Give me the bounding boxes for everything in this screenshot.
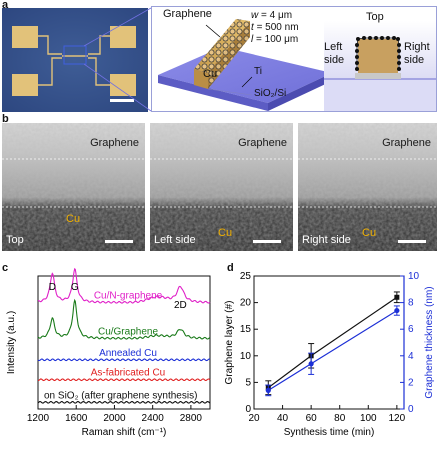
tem-image-right-side: Graphene Cu Right side (298, 123, 437, 251)
y-right-tick-label: 6 (408, 324, 414, 335)
spectrum-line (37, 401, 211, 404)
cu-label: Cu (203, 68, 218, 80)
peak-label: D (49, 282, 56, 293)
x-tick-label: 1600 (65, 413, 88, 424)
x-tick-label: 20 (248, 413, 260, 424)
scale-bar (253, 240, 281, 243)
raman-chart: 1200 1600 2000 2400 2800 Raman shift (cm⁻¹) In… (6, 267, 211, 438)
y-right-tick-label: 2 (408, 377, 414, 388)
contact-pad (110, 26, 136, 48)
panel-b-letter: b (2, 113, 9, 125)
tem-cu-label: Cu (218, 227, 233, 239)
series-label: Cu/Graphene (98, 327, 158, 338)
data-point (308, 361, 314, 367)
dimension-length: l = 100 μm (251, 34, 299, 45)
cross-section-right-label: Right side (404, 41, 430, 66)
x-axis-label: Synthesis time (min) (284, 427, 375, 438)
optical-micrograph (2, 8, 148, 112)
x-tick-label: 100 (360, 413, 377, 424)
x-tick-label: 80 (334, 413, 346, 424)
spectrum-line (37, 298, 211, 340)
tem-cu-label: Cu (362, 227, 377, 239)
peak-label: G (71, 282, 79, 293)
y-tick-label: 20 (240, 298, 252, 309)
contact-pad (12, 74, 38, 96)
y-right-axis-label: Graphene thickness (nm) (424, 286, 435, 398)
synthesis-chart: 20 40 60 80 100 12005101520250246810Synthesis… (224, 271, 435, 438)
tem-view-label: Right side (302, 234, 351, 246)
x-tick-label: 40 (277, 413, 289, 424)
plot-frame (37, 275, 211, 410)
series-line (267, 296, 398, 389)
y-axis-label: Graphene layer (#) (224, 301, 235, 385)
spectrum-line (37, 358, 211, 362)
dimensions-list: w = 4 μm t = 500 nm l = 100 μm (251, 10, 299, 46)
x-tick-label: 60 (306, 413, 318, 424)
x-tick-label: 2000 (103, 413, 126, 424)
x-tick-label: 2400 (142, 413, 165, 424)
dimension-width: w = 4 μm (251, 10, 293, 21)
panel-a-letter: a (2, 0, 9, 11)
y-tick-label: 5 (245, 377, 251, 388)
tem-graphene-label: Graphene (238, 137, 287, 149)
panel-d-letter: d (227, 262, 234, 274)
tem-graphene-label: Graphene (382, 137, 431, 149)
contact-pad (110, 74, 136, 96)
scale-bar (110, 99, 134, 102)
zoom-box (63, 45, 87, 65)
series-label: As-fabricated Cu (91, 368, 165, 379)
series-label: on SiO₂ (after graphene synthesis) (44, 390, 197, 401)
plot-frame (253, 275, 405, 410)
tem-image-left-side: Graphene Cu Left side (150, 123, 293, 251)
cross-section-left-label: Left side (324, 41, 345, 66)
data-point (394, 294, 400, 300)
y-axis-label: Intensity (a.u.) (6, 311, 17, 374)
series-label: Annealed Cu (99, 348, 157, 359)
x-tick-label: 2800 (180, 413, 203, 424)
y-right-tick-label: 8 (408, 298, 414, 309)
y-right-tick-label: 4 (408, 351, 414, 362)
schematic-panel: Graphene Cu Ti SiO₂/Si w = 4 μm t = 500 … (151, 6, 437, 112)
ti-label: Ti (254, 66, 262, 77)
contact-pad (12, 26, 38, 48)
zoom-connectors (83, 7, 152, 112)
y-right-tick-label: 10 (408, 271, 420, 282)
x-tick-label: 1200 (27, 413, 50, 424)
tem-graphene-label: Graphene (90, 137, 139, 149)
y-tick-label: 10 (240, 351, 252, 362)
y-right-tick-label: 0 (408, 404, 414, 415)
y-tick-label: 0 (245, 404, 251, 415)
tem-cu-label: Cu (66, 213, 81, 225)
panel-c-letter: c (2, 262, 9, 274)
dimension-thickness: t = 500 nm (251, 22, 299, 33)
x-tick-label: 120 (389, 413, 406, 424)
y-tick-label: 25 (240, 271, 252, 282)
tem-view-label: Top (6, 234, 24, 246)
spectrum-line (38, 378, 211, 382)
peak-label: 2D (174, 300, 187, 311)
spectrum-line (38, 267, 211, 304)
series-label: Cu/N-graphene (94, 291, 163, 302)
cross-section-top-label: Top (366, 11, 384, 23)
substrate-label: SiO₂/Si (254, 88, 287, 99)
graphene-label: Graphene (163, 8, 212, 20)
scale-bar (105, 240, 133, 243)
x-axis-label: Raman shift (cm⁻¹) (82, 427, 167, 438)
scale-bar (398, 240, 426, 243)
series-line (267, 310, 398, 391)
data-point (265, 387, 271, 393)
tem-view-label: Left side (154, 234, 196, 246)
tem-image-top: Graphene Cu Top (2, 123, 145, 251)
data-point (394, 307, 400, 314)
y-tick-label: 15 (240, 324, 252, 335)
